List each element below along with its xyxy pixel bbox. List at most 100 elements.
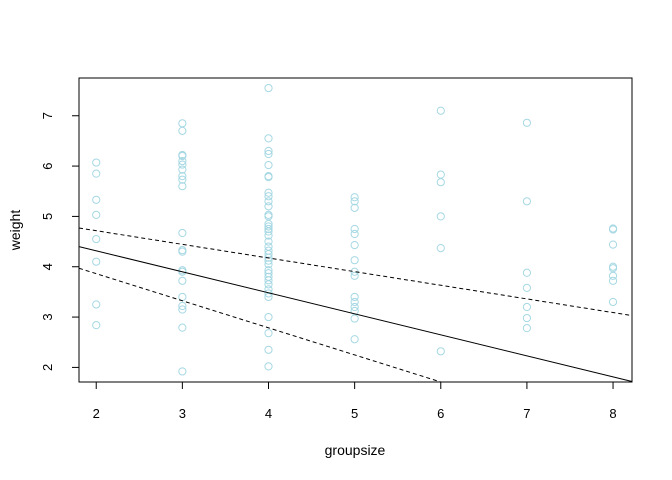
data-point <box>436 212 445 221</box>
data-point <box>92 321 101 330</box>
data-point <box>264 362 273 371</box>
data-point <box>522 197 532 206</box>
points-layer <box>92 83 618 376</box>
data-point <box>92 257 101 266</box>
data-point <box>264 312 273 322</box>
data-point <box>608 271 618 280</box>
x-tick-label: 3 <box>179 406 186 421</box>
data-point <box>350 335 359 344</box>
data-point <box>350 256 359 265</box>
data-point <box>92 158 101 167</box>
plot-frame <box>78 77 633 383</box>
data-point <box>264 276 273 285</box>
data-point <box>264 197 273 206</box>
y-tick-label: 7 <box>40 112 55 119</box>
y-tick-label: 3 <box>40 313 55 320</box>
data-point <box>350 203 359 212</box>
x-tick-label: 2 <box>93 406 100 421</box>
y-tick-label: 5 <box>40 213 55 220</box>
data-point <box>608 225 618 234</box>
data-point <box>436 178 445 187</box>
data-point <box>178 247 187 256</box>
data-point <box>178 323 187 332</box>
data-point <box>178 160 187 169</box>
data-point <box>178 126 187 135</box>
data-point <box>178 182 187 191</box>
data-point <box>264 83 273 93</box>
data-point <box>522 313 532 323</box>
x-tick-label: 4 <box>265 406 272 421</box>
data-point <box>350 292 359 302</box>
upper-interval-line <box>78 227 633 317</box>
regression-line <box>78 246 633 382</box>
data-point <box>608 240 618 249</box>
data-point <box>264 329 273 338</box>
x-axis-label: groupsize <box>325 442 386 458</box>
data-point <box>178 175 187 184</box>
data-point <box>350 302 359 312</box>
data-point <box>264 237 273 246</box>
x-tick-label: 5 <box>351 406 358 421</box>
y-tick-label: 4 <box>40 263 55 270</box>
data-point <box>264 280 273 289</box>
data-point <box>264 253 273 262</box>
data-point <box>350 193 359 202</box>
x-tick-label: 7 <box>523 406 530 421</box>
data-point <box>178 228 187 238</box>
data-point <box>178 367 187 376</box>
data-point <box>178 276 187 285</box>
x-tick-label: 8 <box>609 406 616 421</box>
data-point <box>522 283 532 292</box>
data-point <box>264 173 273 182</box>
data-point <box>264 149 273 159</box>
data-point <box>92 234 101 244</box>
data-point <box>522 118 532 127</box>
data-point <box>92 195 101 204</box>
data-point <box>350 297 359 307</box>
data-point <box>92 169 101 178</box>
data-point <box>608 297 618 307</box>
x-tick-label: 6 <box>437 406 444 421</box>
data-point <box>436 244 445 253</box>
data-point <box>178 172 187 181</box>
data-point <box>264 202 273 211</box>
data-point <box>350 224 359 234</box>
data-point <box>264 227 273 236</box>
data-point <box>522 268 532 277</box>
data-point <box>178 305 187 314</box>
data-point <box>178 301 187 311</box>
y-tick-label: 6 <box>40 162 55 169</box>
lines-layer <box>78 227 633 383</box>
data-point <box>264 134 273 143</box>
data-point <box>92 210 101 219</box>
x-axis: 2 3 4 5 6 7 8 <box>93 381 617 421</box>
data-point <box>264 256 273 265</box>
data-point <box>264 160 273 170</box>
data-point <box>350 314 359 323</box>
data-point <box>264 222 273 231</box>
data-point <box>264 260 273 269</box>
data-point <box>436 170 445 179</box>
data-point <box>522 324 532 333</box>
data-point <box>522 302 532 312</box>
data-point <box>264 231 273 240</box>
lower-interval-line <box>78 267 441 383</box>
data-point <box>350 229 359 239</box>
y-axis: 2 3 4 5 6 7 <box>40 112 80 371</box>
data-point <box>178 151 187 161</box>
data-point <box>436 106 445 115</box>
data-point <box>92 300 101 309</box>
data-point <box>264 188 273 197</box>
y-tick-label: 2 <box>40 364 55 371</box>
data-point <box>178 165 187 174</box>
data-point <box>436 347 445 356</box>
data-point <box>264 146 273 156</box>
data-point <box>350 197 359 206</box>
data-point <box>608 276 618 285</box>
data-point <box>264 266 273 275</box>
data-point <box>178 267 187 276</box>
data-point <box>264 192 273 201</box>
data-point <box>350 241 359 250</box>
